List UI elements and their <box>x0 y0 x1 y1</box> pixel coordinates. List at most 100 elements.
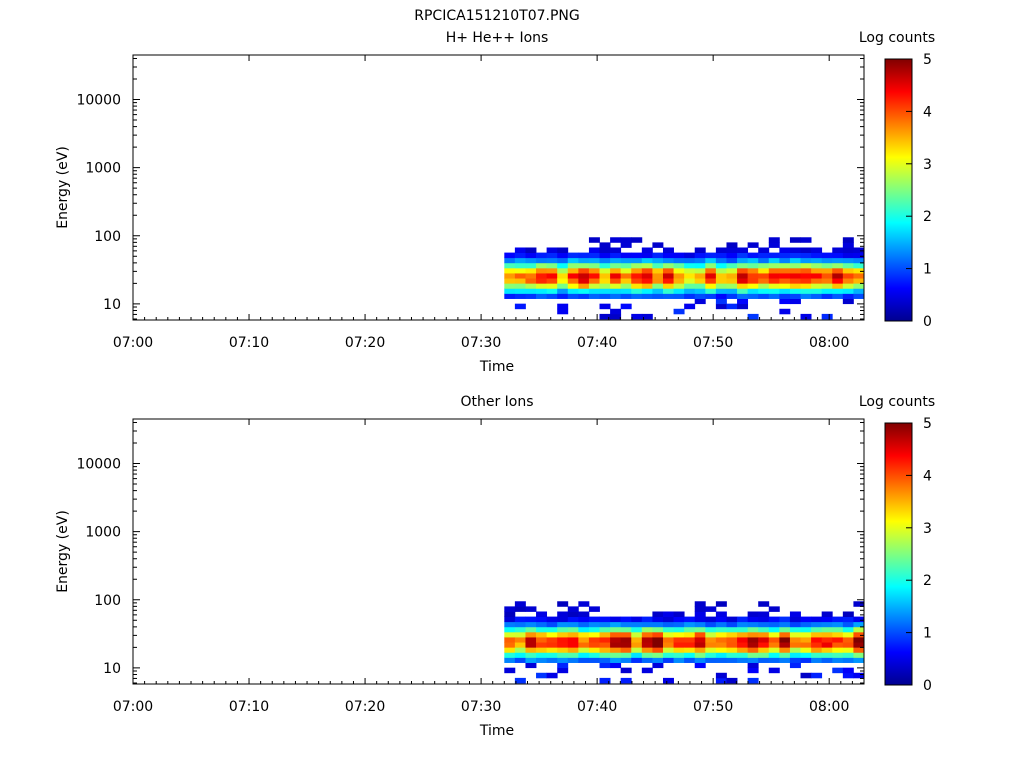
heatmap-cell <box>853 252 865 259</box>
heatmap-cell <box>800 631 812 638</box>
heatmap-cell <box>758 252 770 259</box>
heatmap-cells <box>504 237 865 320</box>
heatmap-cell <box>620 293 632 299</box>
heatmap-cell <box>525 657 537 663</box>
heatmap-cell <box>599 662 611 669</box>
heatmap-cell <box>504 657 516 663</box>
heatmap-cell <box>737 288 749 294</box>
heatmap-cell <box>662 257 674 264</box>
heatmap-cell <box>557 647 569 653</box>
heatmap-cell <box>514 601 526 607</box>
heatmap-cell <box>758 626 770 633</box>
heatmap-cell <box>567 621 579 628</box>
heatmap-cell <box>599 637 611 643</box>
heatmap-cell <box>726 652 738 658</box>
heatmap-cell <box>832 652 844 658</box>
heatmap-cell <box>684 288 696 294</box>
heatmap-cell <box>536 252 548 259</box>
heatmap-cell <box>694 657 706 663</box>
heatmap-cell <box>853 652 865 658</box>
heatmap-cell <box>811 267 823 274</box>
heatmap-cell <box>768 283 780 289</box>
heatmap-cell <box>758 616 770 623</box>
heatmap-cell <box>599 288 611 294</box>
heatmap-cell <box>546 616 558 623</box>
heatmap-cell <box>514 637 526 643</box>
heatmap-cell <box>514 247 526 253</box>
heatmap-cell <box>800 267 812 274</box>
heatmap-cell <box>789 247 801 253</box>
heatmap-cell <box>842 298 854 305</box>
heatmap-cell <box>715 652 727 658</box>
colorbar-tick-label: 5 <box>923 416 932 432</box>
heatmap-cell <box>599 283 611 289</box>
heatmap-cell <box>758 278 770 284</box>
heatmap-cell <box>811 288 823 294</box>
heatmap-cell <box>779 267 791 274</box>
heatmap-cell <box>599 313 611 320</box>
heatmap-cell <box>715 257 727 264</box>
colorbar-tick-label: 4 <box>923 468 932 484</box>
heatmap-cell <box>853 267 865 274</box>
heatmap-cell <box>673 652 685 658</box>
y-tick-label: 1000 <box>85 525 121 541</box>
heatmap-cell <box>662 247 674 253</box>
heatmap-cell <box>747 667 759 674</box>
heatmap-cell <box>758 647 770 653</box>
x-tick-label: 07:50 <box>693 699 733 715</box>
heatmap-cell <box>546 262 558 269</box>
heatmap-cell <box>631 262 643 269</box>
heatmap-cell <box>557 616 569 623</box>
heatmap-cell <box>620 647 632 653</box>
heatmap-cell <box>726 677 738 684</box>
heatmap-cell <box>514 288 526 294</box>
heatmap-cell <box>726 278 738 284</box>
heatmap-cell <box>620 631 632 638</box>
heatmap-cell <box>610 657 622 663</box>
heatmap-cell <box>694 288 706 294</box>
heatmap-cell <box>821 278 833 284</box>
heatmap-cell <box>694 662 706 669</box>
heatmap-cell <box>821 616 833 623</box>
panel-2: Other Ions 07:00 07:10 07:20 07:30 07:40 07:50… <box>55 394 935 739</box>
heatmap-cell <box>514 642 526 648</box>
heatmap-cell <box>546 257 558 264</box>
heatmap-cell <box>641 273 653 279</box>
heatmap-cell <box>652 631 664 638</box>
heatmap-cell <box>504 278 516 284</box>
heatmap-cell <box>789 626 801 633</box>
heatmap-cell <box>610 283 622 289</box>
heatmap-cell <box>747 626 759 633</box>
heatmap-cell <box>588 657 600 663</box>
heatmap-cell <box>853 288 865 294</box>
heatmap-cell <box>800 283 812 289</box>
heatmap-cell <box>599 626 611 633</box>
heatmap-cell <box>768 621 780 628</box>
heatmap-cell <box>832 621 844 628</box>
heatmap-cell <box>514 677 526 684</box>
heatmap-cell <box>821 652 833 658</box>
heatmap-cell <box>853 672 865 679</box>
heatmap-cell <box>842 252 854 259</box>
heatmap-cell <box>705 616 717 623</box>
heatmap-cell <box>631 257 643 264</box>
heatmap-cell <box>652 611 664 617</box>
heatmap-cell <box>610 652 622 658</box>
heatmap-cell <box>662 278 674 284</box>
heatmap-cell <box>684 293 696 299</box>
colorbar <box>884 58 913 322</box>
heatmap-cell <box>652 647 664 653</box>
heatmap-cell <box>599 262 611 269</box>
colorbar-tick-label: 1 <box>923 262 932 278</box>
heatmap-cell <box>567 652 579 658</box>
heatmap-cell <box>705 657 717 663</box>
heatmap-cell <box>842 247 854 253</box>
heatmap-cell <box>610 252 622 259</box>
heatmap-cell <box>715 601 727 607</box>
heatmap-cell <box>567 637 579 643</box>
heatmap-cell <box>715 642 727 648</box>
heatmap-cell <box>504 637 516 643</box>
heatmap-cell <box>737 293 749 299</box>
heatmap-cell <box>832 631 844 638</box>
x-axis-label: Time <box>479 359 514 375</box>
